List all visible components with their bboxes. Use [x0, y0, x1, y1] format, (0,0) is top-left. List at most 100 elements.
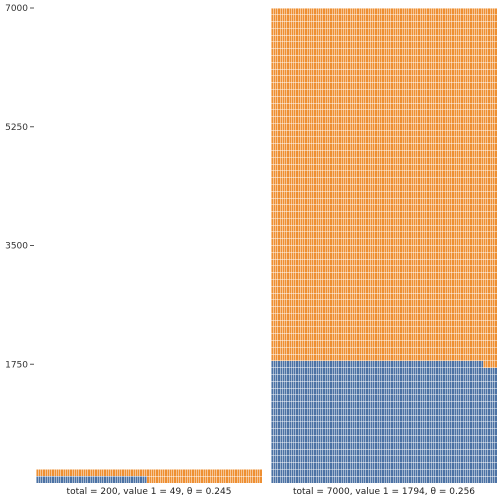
waffle-unit-remainder — [368, 225, 370, 232]
waffle-unit-value1 — [314, 449, 316, 456]
waffle-unit-value1 — [418, 476, 420, 483]
waffle-unit-value1 — [398, 361, 400, 368]
waffle-unit-value1 — [314, 415, 316, 422]
waffle-unit-remainder — [294, 252, 296, 259]
waffle-unit-remainder — [436, 341, 438, 348]
waffle-unit-remainder — [479, 205, 481, 212]
waffle-unit-value1 — [314, 436, 316, 443]
waffle-unit-value1 — [425, 388, 427, 395]
waffle-unit-value1 — [346, 463, 348, 470]
waffle-unit-remainder — [461, 307, 463, 314]
waffle-unit-remainder — [291, 171, 293, 178]
waffle-unit-value1 — [316, 374, 318, 381]
waffle-unit-remainder — [359, 232, 361, 239]
waffle-unit-value1 — [400, 395, 402, 402]
waffle-unit-value1 — [280, 422, 282, 429]
waffle-unit-remainder — [465, 300, 467, 307]
waffle-unit-remainder — [285, 184, 287, 191]
waffle-unit-remainder — [352, 184, 354, 191]
waffle-unit-value1 — [434, 449, 436, 456]
waffle-unit-remainder — [389, 307, 391, 314]
waffle-unit-remainder — [165, 476, 167, 483]
waffle-unit-value1 — [379, 415, 381, 422]
waffle-unit-remainder — [343, 218, 345, 225]
waffle-unit-remainder — [441, 225, 443, 232]
waffle-unit-value1 — [350, 368, 352, 375]
waffle-unit-value1 — [379, 469, 381, 476]
waffle-unit-remainder — [287, 320, 289, 327]
waffle-unit-remainder — [237, 469, 239, 476]
waffle-unit-value1 — [368, 361, 370, 368]
waffle-unit-value1 — [404, 463, 406, 470]
waffle-unit-remainder — [355, 259, 357, 266]
waffle-unit-remainder — [370, 252, 372, 259]
waffle-unit-remainder — [273, 286, 275, 293]
waffle-unit-remainder — [364, 279, 366, 286]
waffle-unit-value1 — [441, 469, 443, 476]
waffle-unit-remainder — [332, 157, 334, 164]
waffle-unit-value1 — [377, 422, 379, 429]
waffle-unit-remainder — [323, 320, 325, 327]
waffle-unit-remainder — [416, 178, 418, 185]
waffle-unit-value1 — [328, 429, 330, 436]
waffle-unit-remainder — [361, 293, 363, 300]
waffle-unit-remainder — [474, 300, 476, 307]
waffle-unit-value1 — [303, 456, 305, 463]
waffle-unit-value1 — [407, 408, 409, 415]
waffle-unit-remainder — [373, 334, 375, 341]
waffle-unit-remainder — [287, 354, 289, 361]
waffle-unit-remainder — [486, 361, 488, 368]
waffle-unit-value1 — [271, 469, 273, 476]
waffle-unit-value1 — [328, 442, 330, 449]
waffle-unit-value1 — [370, 436, 372, 443]
waffle-unit-value1 — [492, 469, 494, 476]
waffle-unit-remainder — [431, 232, 433, 239]
waffle-unit-remainder — [438, 327, 440, 334]
waffle-unit-remainder — [318, 307, 320, 314]
waffle-unit-remainder — [323, 327, 325, 334]
waffle-unit-value1 — [402, 449, 404, 456]
waffle-unit-value1 — [366, 415, 368, 422]
waffle-unit-remainder — [431, 212, 433, 219]
waffle-unit-remainder — [427, 300, 429, 307]
waffle-unit-remainder — [382, 293, 384, 300]
waffle-unit-remainder — [350, 293, 352, 300]
waffle-unit-remainder — [341, 320, 343, 327]
waffle-unit-value1 — [389, 368, 391, 375]
waffle-unit-remainder — [418, 157, 420, 164]
waffle-unit-remainder — [409, 184, 411, 191]
waffle-unit-remainder — [325, 164, 327, 171]
waffle-unit-value1 — [461, 395, 463, 402]
waffle-unit-value1 — [379, 402, 381, 409]
waffle-unit-remainder — [443, 252, 445, 259]
waffle-unit-value1 — [492, 463, 494, 470]
waffle-unit-value1 — [425, 408, 427, 415]
waffle-unit-value1 — [463, 388, 465, 395]
waffle-unit-remainder — [427, 334, 429, 341]
waffle-unit-value1 — [334, 469, 336, 476]
waffle-unit-remainder — [391, 225, 393, 232]
waffle-unit-remainder — [452, 246, 454, 253]
waffle-unit-remainder — [307, 307, 309, 314]
waffle-unit-remainder — [459, 293, 461, 300]
waffle-unit-value1 — [282, 368, 284, 375]
waffle-unit-remainder — [425, 307, 427, 314]
waffle-unit-value1 — [488, 463, 490, 470]
waffle-unit-remainder — [321, 354, 323, 361]
waffle-unit-remainder — [486, 184, 488, 191]
waffle-unit-remainder — [456, 320, 458, 327]
waffle-unit-remainder — [323, 212, 325, 219]
waffle-unit-value1 — [355, 388, 357, 395]
waffle-unit-remainder — [339, 300, 341, 307]
waffle-unit-remainder — [325, 212, 327, 219]
waffle-unit-value1 — [379, 374, 381, 381]
waffle-unit-remainder — [323, 347, 325, 354]
waffle-unit-remainder — [389, 327, 391, 334]
waffle-unit-remainder — [373, 178, 375, 185]
waffle-unit-remainder — [400, 191, 402, 198]
waffle-unit-remainder — [438, 279, 440, 286]
waffle-unit-remainder — [413, 286, 415, 293]
waffle-unit-remainder — [474, 273, 476, 280]
waffle-unit-remainder — [287, 327, 289, 334]
waffle-unit-remainder — [257, 476, 259, 483]
